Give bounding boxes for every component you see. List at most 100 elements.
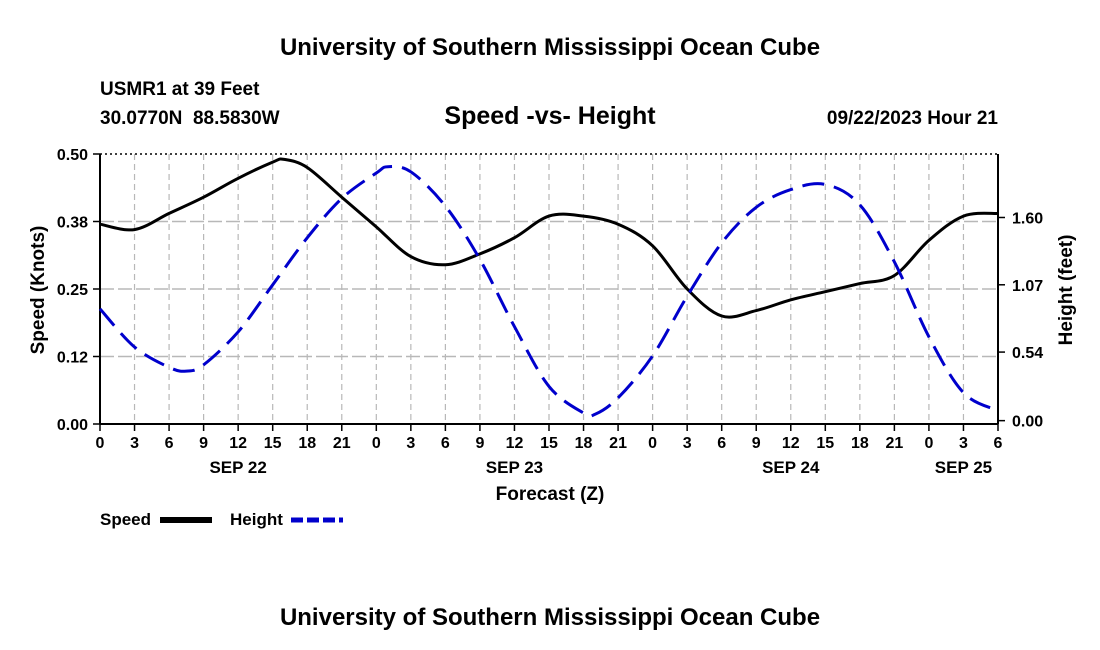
data-point-speed xyxy=(237,177,240,180)
data-point-speed xyxy=(755,309,758,312)
axes: 0 3 6 9 12 15 18 21 0 3 6 9 12 15 18 21 0 3 6 9 12 15 18 21 0 3 6S… xyxy=(57,147,1043,477)
data-point-speed xyxy=(306,166,309,169)
data-point-speed xyxy=(133,228,136,231)
data-point-speed xyxy=(548,215,551,218)
data-point-height xyxy=(168,366,171,369)
data-point-speed xyxy=(858,282,861,285)
x-tick-label: 6 xyxy=(165,435,174,452)
x-date-label: SEP 22 xyxy=(209,458,266,477)
data-point-speed xyxy=(202,196,205,199)
data-point-speed xyxy=(283,158,286,161)
legend-speed-label: Speed xyxy=(100,510,151,529)
data-point-speed xyxy=(375,225,378,228)
x-tick-label: 3 xyxy=(406,435,415,452)
data-point-speed xyxy=(997,212,1000,215)
x-tick-label: 21 xyxy=(333,435,351,452)
data-point-height xyxy=(893,260,896,263)
x-tick-label: 9 xyxy=(475,435,484,452)
data-point-height xyxy=(997,409,1000,412)
data-point-speed xyxy=(444,263,447,266)
x-tick-label: 9 xyxy=(199,435,208,452)
data-point-height xyxy=(185,370,188,373)
y-right-tick-label: 0.54 xyxy=(1012,345,1043,362)
data-point-height xyxy=(133,346,136,349)
data-point-height xyxy=(548,385,551,388)
x-tick-label: 6 xyxy=(994,435,1003,452)
data-point-height xyxy=(962,391,965,394)
y-left-tick-label: 0.00 xyxy=(57,417,88,434)
page-title: University of Southern Mississippi Ocean… xyxy=(280,34,820,61)
x-tick-label: 0 xyxy=(372,435,381,452)
data-point-height xyxy=(444,205,447,208)
data-point-height xyxy=(858,203,861,206)
x-tick-label: 6 xyxy=(441,435,450,452)
x-tick-label: 12 xyxy=(229,435,247,452)
data-point-height xyxy=(340,197,343,200)
footer-title: University of Southern Mississippi Ocean… xyxy=(280,604,820,631)
legend: Speed Height xyxy=(100,510,343,529)
data-point-speed xyxy=(789,298,792,301)
x-date-label: SEP 23 xyxy=(486,458,543,477)
y-right-tick-label: 1.07 xyxy=(1012,278,1043,295)
station-label: USMR1 at 39 Feet xyxy=(100,79,260,100)
data-point-speed xyxy=(582,215,585,218)
x-tick-label: 3 xyxy=(130,435,139,452)
x-tick-label: 12 xyxy=(782,435,800,452)
y-left-axis-label: Speed (Knots) xyxy=(28,226,49,355)
data-point-height xyxy=(789,188,792,191)
x-tick-label: 15 xyxy=(540,435,558,452)
x-date-label: SEP 25 xyxy=(935,458,992,477)
y-right-tick-label: 1.60 xyxy=(1012,210,1043,227)
data-point-speed xyxy=(686,288,689,291)
data-point-height xyxy=(375,172,378,175)
x-tick-label: 6 xyxy=(717,435,726,452)
x-tick-label: 18 xyxy=(851,435,869,452)
data-point-speed xyxy=(824,290,827,293)
x-tick-label: 0 xyxy=(648,435,657,452)
data-point-height xyxy=(386,165,389,168)
data-point-height xyxy=(686,295,689,298)
data-point-speed xyxy=(409,255,412,258)
data-point-speed xyxy=(617,223,620,226)
data-point-speed xyxy=(513,236,516,239)
data-point-speed xyxy=(271,161,274,164)
data-point-height xyxy=(409,170,412,173)
grid xyxy=(100,154,998,424)
series-line-speed xyxy=(99,157,999,319)
data-point-height xyxy=(478,258,481,261)
data-point-speed xyxy=(927,239,930,242)
x-tick-label: 15 xyxy=(264,435,282,452)
x-tick-label: 21 xyxy=(885,435,903,452)
data-point-height xyxy=(617,396,620,399)
data-point-height xyxy=(824,183,827,186)
data-point-height xyxy=(755,206,758,209)
x-tick-label: 3 xyxy=(959,435,968,452)
x-tick-label: 9 xyxy=(752,435,761,452)
datetime-label: 09/22/2023 Hour 21 xyxy=(827,108,999,129)
y-right-axis-label: Height (feet) xyxy=(1056,235,1077,346)
x-tick-label: 18 xyxy=(575,435,593,452)
data-point-speed xyxy=(893,274,896,277)
x-tick-label: 18 xyxy=(298,435,316,452)
data-point-height xyxy=(513,325,516,328)
data-point-speed xyxy=(962,215,965,218)
data-point-speed xyxy=(99,223,102,226)
legend-height-label: Height xyxy=(230,510,283,529)
data-point-height xyxy=(651,354,654,357)
series-layer xyxy=(98,157,1000,418)
data-point-height xyxy=(99,307,102,310)
coords-label: 30.0770N 88.5830W xyxy=(100,108,280,129)
data-point-height xyxy=(237,330,240,333)
data-point-height xyxy=(594,413,597,416)
x-date-label: SEP 24 xyxy=(762,458,820,477)
x-tick-label: 21 xyxy=(609,435,627,452)
x-tick-label: 0 xyxy=(924,435,933,452)
x-tick-label: 0 xyxy=(96,435,105,452)
data-point-height xyxy=(306,236,309,239)
chart-title: Speed -vs- Height xyxy=(444,102,656,130)
x-tick-label: 3 xyxy=(683,435,692,452)
y-left-tick-label: 0.25 xyxy=(57,282,88,299)
y-left-tick-label: 0.12 xyxy=(57,350,88,367)
data-point-height xyxy=(582,412,585,415)
x-tick-label: 15 xyxy=(816,435,834,452)
